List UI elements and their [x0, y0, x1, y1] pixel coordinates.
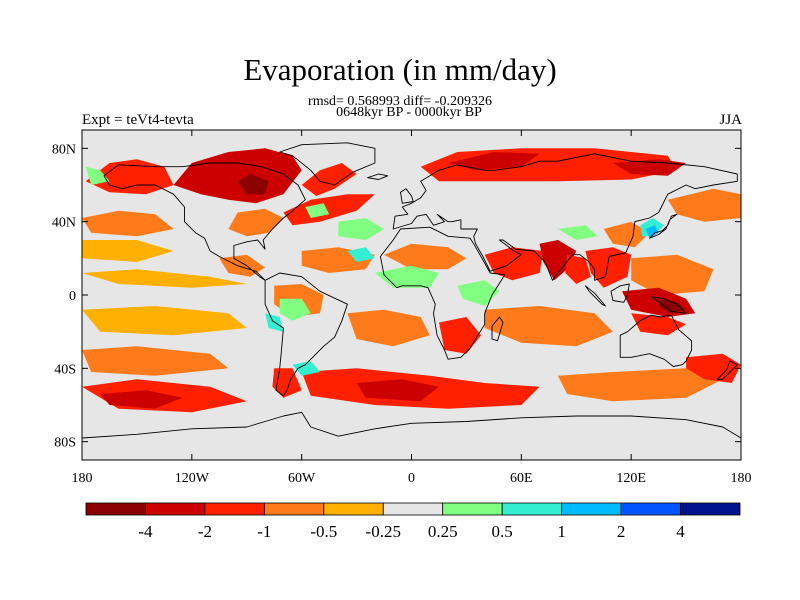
coastline-uk [400, 188, 414, 204]
coastline-layer [82, 142, 741, 460]
anomaly-region-south-pacific-sub [82, 346, 229, 376]
colorbar-swatch [323, 502, 384, 516]
anomaly-region-bay-of-bengal [565, 254, 591, 284]
coastline-sumatra [584, 285, 606, 307]
colorbar-swatch [442, 502, 503, 516]
colorbar-swatch [382, 502, 444, 516]
anomaly-region-hudson-bay [237, 174, 269, 195]
coastline-japan [649, 213, 678, 239]
colorbar-label: 0.5 [492, 522, 513, 541]
anomaly-region-southern-ocean-indian [557, 368, 723, 402]
anomaly-region-patagonia [272, 368, 302, 398]
coastline-eurasia [392, 153, 738, 281]
coastline-madagascar [491, 316, 504, 342]
colorbar-label: 1 [557, 522, 566, 541]
colorbar-swatch [263, 502, 325, 516]
anomaly-region-tibet-wet [557, 225, 599, 240]
anomaly-region-southern-africa [439, 317, 482, 354]
colorbar-swatch [680, 502, 741, 516]
anomaly-region-south-pacific-mid [82, 306, 247, 336]
coastline-borneo [610, 283, 630, 303]
colorbar-label: 0.25 [428, 522, 458, 541]
anomaly-region-indian-ocean-south [484, 306, 613, 347]
anomaly-region-north-pacific-mid [82, 210, 174, 237]
colorbar-label: 4 [676, 522, 685, 541]
x-tick-label: 60E [510, 471, 533, 486]
coastline-africa [379, 226, 506, 360]
axis-layer: 180 120W 60W 0 60E 120E 180 80N 40N 0 40S 80S [52, 130, 752, 486]
anomaly-region-mid-atlantic-wet [338, 218, 384, 240]
colorbar-swatch [145, 502, 206, 516]
colorbar: -4 -2 -1 -0.5 -0.25 0.25 0.5 1 2 4 [85, 502, 741, 541]
colorbar-swatch [561, 502, 622, 516]
anomaly-region-barents-kara [448, 152, 540, 171]
x-tick-label: 60W [288, 471, 316, 486]
colorbar-label: -0.5 [310, 522, 337, 541]
anomaly-region-north-pacific-west [667, 188, 741, 222]
anomaly-region-southern-ocean-pacific-core [100, 390, 183, 409]
anomaly-region-arabian-sea [484, 247, 544, 281]
anomaly-region-southern-atlantic-wet [292, 361, 320, 376]
anomaly-region-alaska-bering [85, 159, 174, 195]
anomaly-region-north-pacific-band [82, 240, 174, 262]
anomaly-region-eastern-us [228, 208, 284, 237]
experiment-label: Expt = teVt4-tevta [82, 112, 194, 128]
anomaly-region-sahara-sahel [384, 243, 467, 270]
anomaly-region-southern-ocean-atlantic-core [356, 379, 439, 402]
season-label: JJA [719, 112, 742, 128]
y-tick-label: 40S [54, 362, 76, 377]
y-tick-label: 40N [52, 216, 76, 231]
coastline-iceland [367, 173, 389, 180]
y-tick-label: 0 [69, 289, 76, 304]
coastline-new-guinea-island [650, 296, 687, 314]
anomaly-region-greenland-labrador [301, 163, 357, 196]
coastline-new-zealand [716, 360, 738, 380]
coastline-greenland [279, 142, 376, 186]
y-tick-label: 80S [54, 436, 76, 451]
anomaly-region-south-atlantic [347, 309, 430, 347]
x-tick-label: 120W [175, 471, 210, 486]
x-tick-label: 180 [731, 471, 752, 486]
coastline-australia [619, 314, 693, 367]
anomaly-region-northern-canada-arctic [173, 148, 302, 204]
colorbar-label: 2 [617, 522, 626, 541]
anomaly-region-east-africa-wet [457, 280, 500, 306]
anomaly-region-west-pacific-warm [631, 254, 714, 295]
x-tick-label: 180 [72, 471, 93, 486]
anomaly-region-new-guinea [658, 298, 687, 314]
coastline-antarctica [82, 411, 741, 460]
colorbar-swatch [85, 502, 146, 516]
coastline-south-america [264, 272, 348, 397]
colorbar-swatch [501, 502, 563, 516]
anomaly-layer [82, 148, 741, 413]
x-tick-label: 120E [616, 471, 646, 486]
anomaly-region-tropical-pacific-north [82, 269, 247, 288]
anomaly-region-andes-wet [265, 313, 284, 332]
anomaly-region-southeast-asia [585, 247, 632, 288]
y-tick-label: 80N [52, 142, 76, 157]
colorbar-label: -1 [257, 522, 271, 541]
anomaly-region-china-east [603, 221, 650, 248]
colorbar-label: -4 [138, 522, 153, 541]
anomaly-region-caribbean-wet [347, 247, 375, 262]
anomaly-region-north-atlantic [283, 194, 375, 226]
map-subtitle-stats: rmsd= 0.568993 diff= -0.209326 [308, 94, 492, 109]
anomaly-region-labrador-wet [305, 203, 330, 218]
coastline-north-america [103, 162, 306, 281]
map-subtitle-period: 0648kyr BP - 0000kyr BP [336, 105, 482, 120]
colorbar-swatch [620, 502, 681, 516]
anomaly-region-okhotsk-wet [645, 225, 659, 239]
map-title: Evaporation (in mm/day) [243, 52, 557, 87]
anomaly-region-pacific-high [85, 166, 110, 185]
colorbar-label: -2 [198, 522, 212, 541]
colorbar-label: -0.25 [366, 522, 401, 541]
colorbar-swatch [204, 502, 265, 516]
anomaly-region-amazon-wet [279, 298, 311, 321]
x-tick-label: 0 [408, 471, 415, 486]
anomaly-region-new-zealand-tasman [686, 353, 741, 383]
